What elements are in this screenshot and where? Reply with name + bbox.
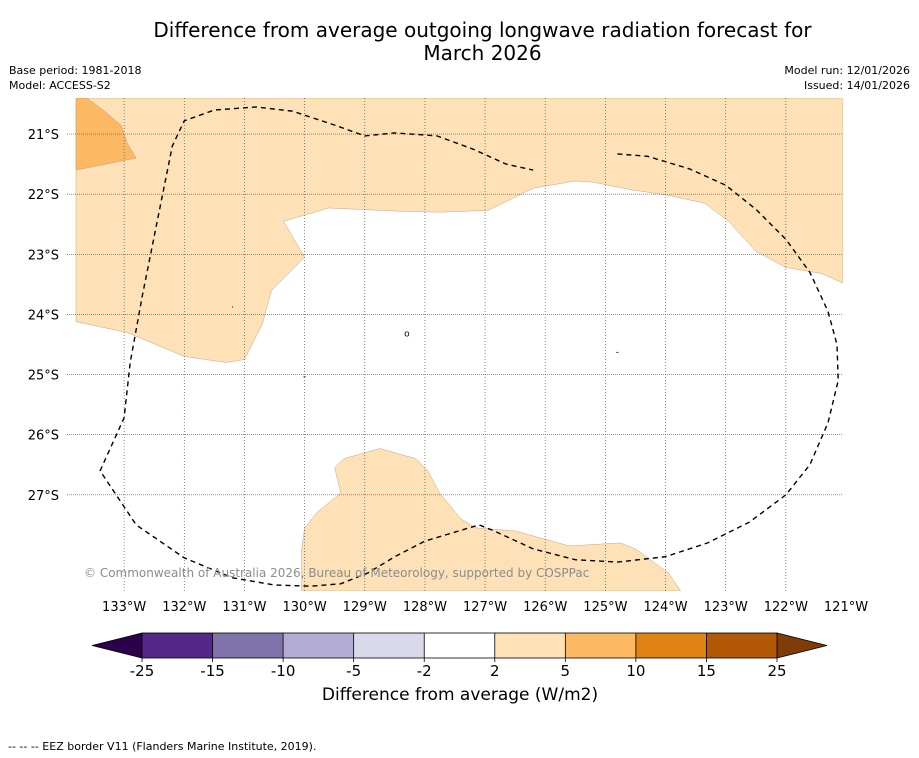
colorbar-segment-5: [424, 633, 495, 658]
base-period-text: Base period: 1981-2018: [9, 64, 142, 77]
colorbar-tick-label-10: 25: [767, 662, 786, 680]
lon-tick-label-4: 130°W: [283, 600, 327, 615]
colorbar-segment-4: [353, 633, 425, 658]
eez-footnote: -- -- -- EEZ border V11 (Flanders Marine…: [8, 740, 317, 753]
colorbar-segment-2: [212, 633, 284, 658]
colorbar: -25 -15 -10 -5 -2 2 5 10 15 25: [91, 632, 828, 680]
eez-border-line: [99, 106, 839, 587]
lon-tick-label-13: 121°W: [824, 600, 868, 615]
lat-tick-label-2: 22°S: [28, 188, 59, 203]
island-mark-3: -: [303, 372, 306, 382]
chart-title-line-2: March 2026: [423, 41, 542, 65]
meta-left: Base period: 1981-2018 Model: ACCESS-S2: [9, 63, 141, 93]
issued-text: Issued: 14/01/2026: [803, 79, 910, 92]
colorbar-segment-6: [494, 633, 566, 658]
lon-tick-label-6: 128°W: [403, 600, 447, 615]
lon-tick-label-5: 129°W: [343, 600, 387, 615]
copyright-text: © Commonwealth of Australia 2026, Bureau…: [84, 566, 589, 580]
lat-tick-label-3: 23°S: [28, 248, 59, 263]
lat-tick-label-6: 26°S: [28, 429, 59, 444]
anomaly-region-1: [75, 98, 843, 363]
colorbar-tick-label-4: -5: [346, 662, 361, 680]
chart-title: Difference from average outgoing longwav…: [60, 19, 905, 65]
colorbar-segment-1: [142, 633, 213, 658]
lat-tick-label-5: 25°S: [28, 369, 59, 384]
meta-right: Model run: 12/01/2026 Issued: 14/01/2026: [784, 63, 910, 93]
lon-tick-label-2: 132°W: [162, 600, 206, 615]
colorbar-segment-3: [283, 633, 354, 658]
colorbar-tick-label-3: -10: [271, 662, 296, 680]
colorbar-segment-8: [635, 633, 707, 658]
lon-tick-label-9: 125°W: [583, 600, 627, 615]
model-run-text: Model run: 12/01/2026: [784, 64, 910, 77]
lon-tick-label-8: 126°W: [523, 600, 567, 615]
lon-tick-label-7: 127°W: [463, 600, 507, 615]
lat-tick-label-1: 21°S: [28, 128, 59, 143]
lat-tick-label-4: 24°S: [28, 308, 59, 323]
colorbar-tick-label-5: -2: [417, 662, 432, 680]
colorbar-label: Difference from average (W/m2): [321, 685, 599, 705]
island-mark-1: ·: [231, 303, 234, 313]
island-mark-4: -: [616, 348, 619, 358]
colorbar-over-arrow: [776, 632, 828, 659]
chart-svg: · o - - © Commonwealth of Australia 2026, Bu…: [28, 98, 868, 680]
colorbar-tick-label-9: 15: [697, 662, 716, 680]
colorbar-segment-9: [706, 633, 777, 658]
colorbar-under-arrow: [91, 632, 143, 659]
colorbar-outline: [141, 632, 778, 659]
colorbar-tick-label-1: -25: [130, 662, 155, 680]
colorbar-tick-label-2: -15: [200, 662, 225, 680]
colorbar-segment-7: [565, 633, 636, 658]
colorbar-tick-label-6: 2: [490, 662, 500, 680]
lon-tick-label-1: 133°W: [102, 600, 146, 615]
map-plot-area: · o - - © Commonwealth of Australia 2026, Bu…: [67, 98, 843, 591]
model-text: Model: ACCESS-S2: [9, 79, 111, 92]
lon-tick-label-11: 123°W: [704, 600, 748, 615]
chart-title-line-1: Difference from average outgoing longwav…: [153, 18, 812, 42]
lat-tick-label-7: 27°S: [28, 489, 59, 504]
lon-tick-label-10: 124°W: [643, 600, 687, 615]
lon-tick-label-3: 131°W: [222, 600, 266, 615]
island-mark-2: o: [404, 330, 410, 340]
colorbar-tick-label-8: 10: [626, 662, 645, 680]
colorbar-tick-label-7: 5: [561, 662, 571, 680]
lon-tick-label-12: 122°W: [764, 600, 808, 615]
